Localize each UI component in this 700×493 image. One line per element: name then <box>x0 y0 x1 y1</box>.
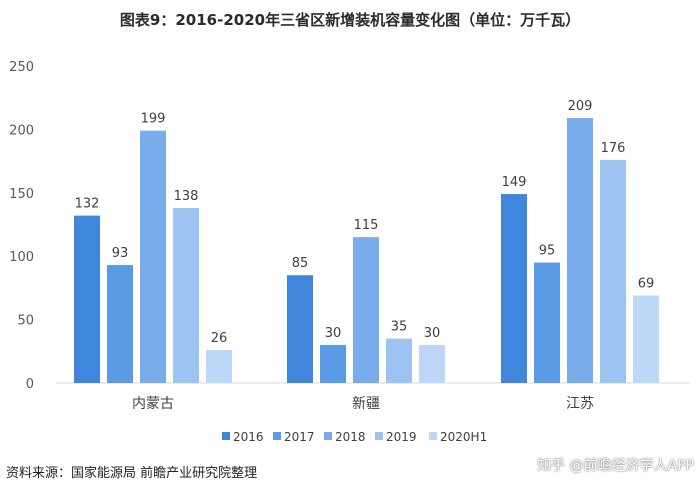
y-tick-label: 100 <box>9 250 34 265</box>
data-labels: 132 93 199 138 26 85 30 115 35 30 149 95 209 176 69 <box>75 99 655 346</box>
legend-swatch <box>324 432 332 440</box>
bar <box>567 117 593 383</box>
category-label: 内蒙古 <box>132 396 174 412</box>
bar <box>353 237 379 383</box>
legend-label: 2018 <box>335 430 366 444</box>
category-labels: 内蒙古 新疆 江苏 <box>132 396 594 412</box>
legend-swatch <box>375 432 383 440</box>
data-label: 85 <box>292 256 309 271</box>
bar <box>173 208 199 383</box>
y-tick-label: 0 <box>26 377 34 392</box>
y-tick-label: 250 <box>9 60 34 75</box>
bar <box>600 159 626 383</box>
data-label: 209 <box>568 99 593 114</box>
legend-swatch <box>273 432 281 440</box>
category-label: 江苏 <box>566 396 594 412</box>
bar <box>140 130 166 383</box>
bar <box>501 194 527 383</box>
data-label: 26 <box>211 331 228 346</box>
bar <box>419 344 445 383</box>
bar <box>287 275 313 383</box>
bar <box>534 262 560 383</box>
data-label: 138 <box>174 189 199 204</box>
legend-label: 2019 <box>386 430 417 444</box>
legend-label: 2017 <box>284 430 315 444</box>
legend-label: 2020H1 <box>440 430 487 444</box>
legend: 2016 2017 2018 2019 2020H1 <box>222 430 487 444</box>
category-label: 新疆 <box>352 396 380 412</box>
legend-swatch <box>429 432 437 440</box>
y-tick-label: 200 <box>9 123 34 138</box>
data-label: 176 <box>601 141 626 156</box>
source-note: 资料来源：国家能源局 前瞻产业研究院整理 <box>6 466 258 481</box>
y-tick-label: 50 <box>17 314 34 329</box>
data-label: 30 <box>325 326 342 341</box>
legend-label: 2016 <box>233 430 264 444</box>
data-label: 132 <box>75 197 100 212</box>
y-axis-ticks: 0 50 100 150 200 250 <box>9 60 34 392</box>
bar <box>74 215 100 383</box>
bars <box>74 117 659 383</box>
data-label: 115 <box>354 218 379 233</box>
data-label: 35 <box>391 320 408 335</box>
legend-swatch <box>222 432 230 440</box>
data-label: 199 <box>141 112 166 127</box>
bar <box>320 344 346 383</box>
y-tick-label: 150 <box>9 187 34 202</box>
data-label: 93 <box>112 246 129 261</box>
watermark: 知乎 @前瞻经济学人APP <box>537 458 694 474</box>
data-label: 149 <box>502 175 527 190</box>
data-label: 95 <box>539 244 556 259</box>
data-label: 69 <box>638 277 655 292</box>
chart-title: 图表9：2016-2020年三省区新增装机容量变化图（单位：万千瓦） <box>119 11 581 29</box>
bar <box>386 338 412 383</box>
bar <box>633 295 659 383</box>
data-label: 30 <box>424 326 441 341</box>
bar <box>206 350 232 383</box>
bar <box>107 265 133 383</box>
